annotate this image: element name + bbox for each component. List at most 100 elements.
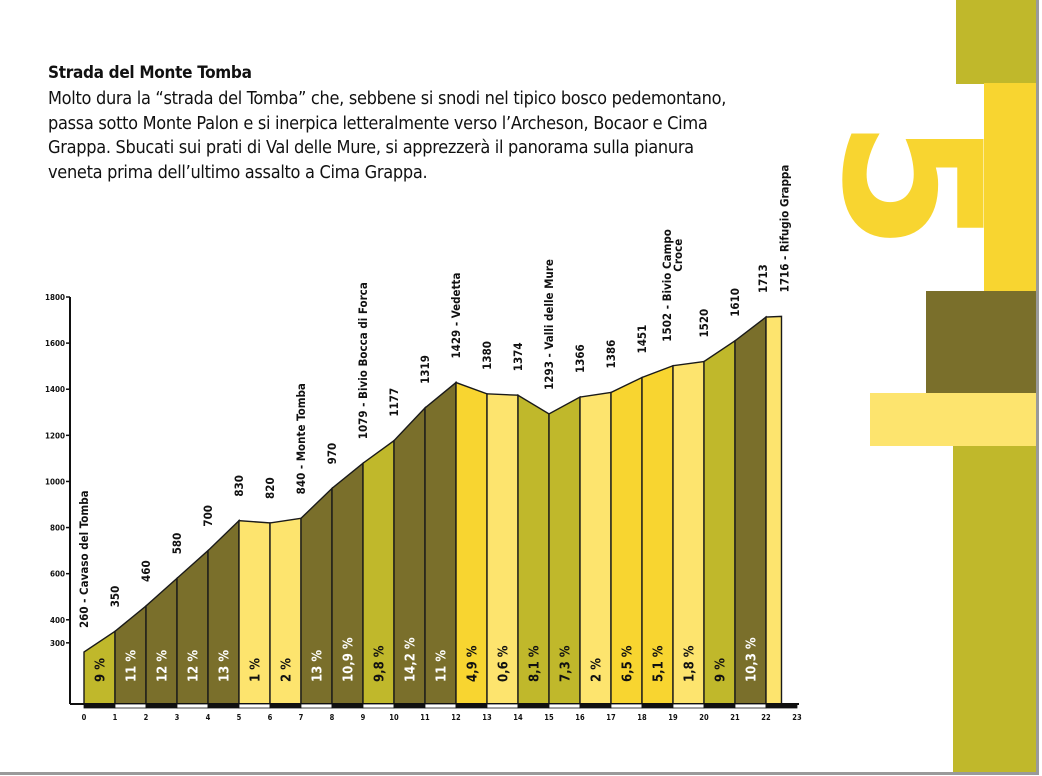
segment-grade-label: 2 % <box>590 658 605 682</box>
profile-segment <box>765 315 783 705</box>
x-tick-label: 14 <box>513 713 523 722</box>
x-axis-km-band <box>424 703 457 709</box>
elevation-point-label: 1520 <box>697 309 711 338</box>
segment-grade-label: 6,5 % <box>621 645 636 682</box>
x-tick-label: 23 <box>792 713 802 722</box>
elevation-point-label: 1610 <box>728 288 742 317</box>
decor-bar-yellow <box>984 83 1036 291</box>
route-title: Strada del Monte Tomba <box>48 63 252 83</box>
x-axis-km-band <box>486 703 519 709</box>
segment-grade-label: 5,1 % <box>652 645 667 682</box>
x-axis-km-band <box>300 703 333 709</box>
x-axis-km-band <box>734 703 767 709</box>
segment-grade-label: 1,8 % <box>683 645 698 682</box>
x-tick-label: 18 <box>637 713 647 722</box>
x-axis-km-band <box>641 703 674 709</box>
y-tick-label: 1200 <box>45 431 65 440</box>
elevation-point-label: 700 <box>201 505 215 527</box>
x-axis-km-band <box>610 703 643 709</box>
x-tick-label: 17 <box>606 713 616 722</box>
elevation-point-label: 260 - Cavaso del Tomba <box>77 490 91 628</box>
elevation-point-label: 970 <box>325 443 339 465</box>
segment-grade-label: 8,1 % <box>528 645 543 682</box>
y-tick-label: 400 <box>50 616 65 625</box>
elevation-point-label: 580 <box>170 533 184 555</box>
elevation-point-label: 460 <box>139 560 153 582</box>
profile-segment <box>579 391 612 705</box>
elevation-point-label: 820 <box>263 477 277 499</box>
segment-grade-label: 7,3 % <box>559 645 574 682</box>
x-tick-label: 13 <box>482 713 492 722</box>
segment-grade-label: 14,2 % <box>404 637 419 682</box>
x-tick-label: 2 <box>144 713 149 722</box>
elevation-point-label: Croce <box>671 239 685 272</box>
x-axis-km-band <box>145 703 178 709</box>
x-tick-label: 15 <box>544 713 554 722</box>
x-tick-label: 3 <box>175 713 180 722</box>
segment-grade-label: 10,9 % <box>342 637 357 682</box>
elevation-point-label: 1319 <box>418 355 432 384</box>
y-tick-label: 1800 <box>45 293 65 302</box>
x-axis-km-band <box>238 703 271 709</box>
x-axis-km-band <box>176 703 209 709</box>
x-tick-label: 22 <box>761 713 771 722</box>
segment-grade-label: 2 % <box>280 658 295 682</box>
x-tick-label: 19 <box>668 713 678 722</box>
y-tick-label: 300 <box>50 639 65 648</box>
y-tick-label: 1400 <box>45 385 65 394</box>
elevation-point-label: 1079 - Bivio Bocca di Forca <box>356 282 370 439</box>
x-axis-km-band <box>548 703 581 709</box>
elevation-point-label: 1429 - Vedetta <box>449 273 463 359</box>
segment-grade-label: 12 % <box>156 650 171 682</box>
x-tick-label: 10 <box>389 713 399 722</box>
x-axis-km-band <box>703 703 736 709</box>
segment-grade-label: 9 % <box>714 658 729 682</box>
elevation-point-label: 840 - Monte Tomba <box>294 383 308 494</box>
segment-grade-label: 9 % <box>94 658 109 682</box>
elevation-point-label: 830 <box>232 475 246 497</box>
decor-bar-lime-top <box>956 0 1036 84</box>
elevation-point-label: 1451 <box>635 325 649 354</box>
x-axis-km-band <box>517 703 550 709</box>
y-tick-label: 600 <box>50 570 65 579</box>
elevation-point-label: 1713 <box>756 264 770 293</box>
x-axis-km-band <box>765 703 798 709</box>
segment-grade-label: 4,9 % <box>466 645 481 682</box>
x-tick-label: 16 <box>575 713 585 722</box>
x-tick-label: 6 <box>268 713 273 722</box>
x-axis-km-band <box>579 703 612 709</box>
x-tick-label: 7 <box>299 713 304 722</box>
x-tick-label: 12 <box>451 713 461 722</box>
segment-grade-label: 11 % <box>125 650 140 682</box>
elevation-point-label: 1380 <box>480 341 494 370</box>
elevation-point-label: 1716 - Rifugio Grappa <box>778 165 792 293</box>
x-axis-km-band <box>83 703 116 709</box>
elevation-point-label: 1386 <box>604 340 618 369</box>
x-tick-label: 5 <box>237 713 242 722</box>
segment-grade-label: 0,6 % <box>497 645 512 682</box>
decor-bar-dark <box>926 291 1036 393</box>
decor-bar-lime-bottom <box>953 446 1036 772</box>
profile-segment <box>145 576 178 705</box>
x-axis-km-band <box>362 703 395 709</box>
x-axis-km-band <box>455 703 488 709</box>
y-tick-label: 1600 <box>45 339 65 348</box>
x-tick-label: 4 <box>206 713 211 722</box>
elevation-point-label: 1293 - Valli delle Mure <box>542 259 556 390</box>
x-tick-label: 1 <box>113 713 118 722</box>
y-tick-label: 1000 <box>45 477 65 486</box>
elevation-point-label: 1177 <box>387 388 401 417</box>
decor-bar-pale <box>870 393 1036 446</box>
elevation-point-label: 350 <box>108 586 122 608</box>
x-axis-km-band <box>114 703 147 709</box>
route-description: Molto dura la “strada del Tomba” che, se… <box>48 88 727 183</box>
segment-grade-label: 1 % <box>249 658 264 682</box>
segment-grade-label: 13 % <box>311 650 326 682</box>
y-tick-label: 800 <box>50 524 65 533</box>
profile-segment <box>703 339 736 705</box>
segment-grade-label: 11 % <box>435 650 450 682</box>
x-tick-label: 0 <box>82 713 87 722</box>
segment-grade-label: 10,3 % <box>745 637 760 682</box>
